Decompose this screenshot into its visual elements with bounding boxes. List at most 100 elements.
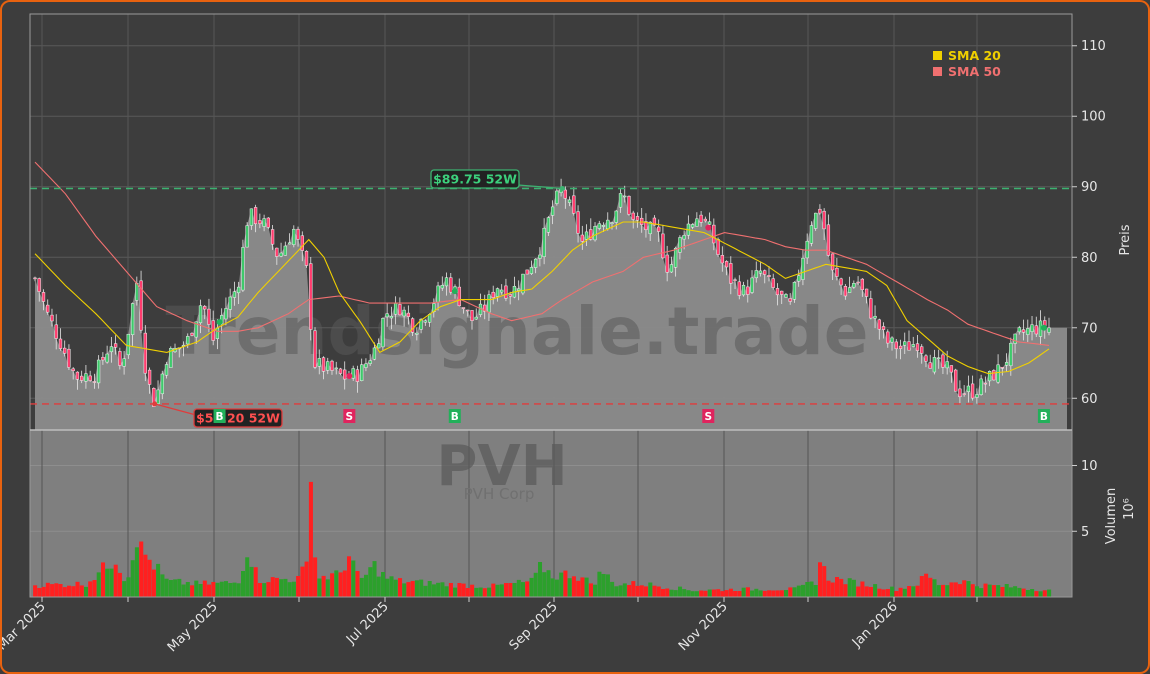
volume-bar [665,588,670,597]
volume-bar [983,583,988,597]
volume-bar [830,582,835,597]
watermark-company: PVH Corp [464,485,535,503]
volume-bar [576,580,581,597]
volume-bar [826,580,831,597]
volume-bar [300,566,305,597]
volume-bar [122,581,127,597]
volume-bar [902,588,907,597]
candle-down [627,195,631,215]
volume-bar [219,581,224,597]
volume-bar [198,584,203,597]
candle-up [287,242,292,245]
candle-up [623,195,627,198]
candle-down [699,214,703,223]
candle-down [924,355,928,362]
candle-up [105,353,109,363]
volume-bar [448,583,453,597]
volume-bar [987,584,992,597]
candle-down [818,208,822,214]
candle-down [37,278,41,292]
volume-bar [847,578,852,597]
candle-down [856,281,860,284]
volume-bar [970,584,975,597]
candle-down [958,388,962,398]
candle-down [767,275,771,277]
volume-bar [96,572,101,597]
volume-bar [525,581,530,597]
signal-label: S [346,411,354,423]
candle-up [109,346,114,353]
volume-bar [364,574,369,597]
volume-bar [347,556,352,597]
signal-buy-badge [448,409,461,423]
candle-down [954,369,958,392]
volume-bar [499,584,504,597]
candle-down [576,211,580,234]
volume-bar [253,567,258,597]
volume-bar [491,583,496,597]
volume-bar [690,591,695,597]
volume-bar [113,564,118,597]
candle-up [122,358,126,367]
candle-down [300,235,304,251]
volume-bar [822,566,827,597]
volume-bar [907,586,912,597]
volume-bar [813,585,818,597]
candle-down [118,351,122,366]
candle-down [1000,367,1004,369]
candle-down [894,341,898,350]
volume-bar [194,580,199,597]
volume-panel [30,430,1072,597]
candle-down [457,286,461,306]
candle-up [326,361,330,371]
volume-bar [173,579,178,597]
candle-down [635,216,640,221]
candle-up [249,208,254,226]
moving-averages [34,161,1050,375]
volume-bar [130,560,135,597]
candle-up [389,316,394,319]
volume-bar [788,587,793,597]
signal-marker [705,224,712,231]
volume-bar [686,590,691,597]
volume-bar [134,547,139,597]
signal-label: S [705,411,713,423]
candle-up [903,341,907,346]
candle-down [835,267,839,277]
candle-up [156,389,160,405]
candle-down [321,357,326,372]
candle-up [847,287,852,293]
candle-down [466,309,470,312]
volume-bar [487,587,492,597]
candle-up [792,282,797,300]
candle-down [652,217,657,226]
volume-bar [436,582,441,597]
volume-bar [470,584,475,597]
volume-bar [1013,586,1018,597]
candle-down [631,212,635,220]
volume-bar [584,577,589,597]
volume-bar [661,589,666,597]
candle-down [92,381,97,383]
legend: SMA 20 SMA 50 [933,48,1001,79]
candle-up [423,320,427,323]
candle-up [415,332,419,335]
candle-up [292,228,296,245]
candle-down [724,261,729,268]
candle-down [830,253,835,271]
volume-bar [423,585,428,597]
volume-bar [648,582,653,597]
volume-bar [724,590,729,597]
high-52w-point [559,186,565,192]
volume-bar [92,580,97,597]
high-52w-pointer [517,184,563,190]
candle-down [1021,329,1026,333]
volume-bar [932,579,937,597]
volume-bar [716,589,721,597]
candle-up [198,305,203,324]
volume-bar [1017,587,1022,597]
volume-bar [414,580,419,597]
volume-bar [601,574,606,597]
candle-down [406,312,411,317]
